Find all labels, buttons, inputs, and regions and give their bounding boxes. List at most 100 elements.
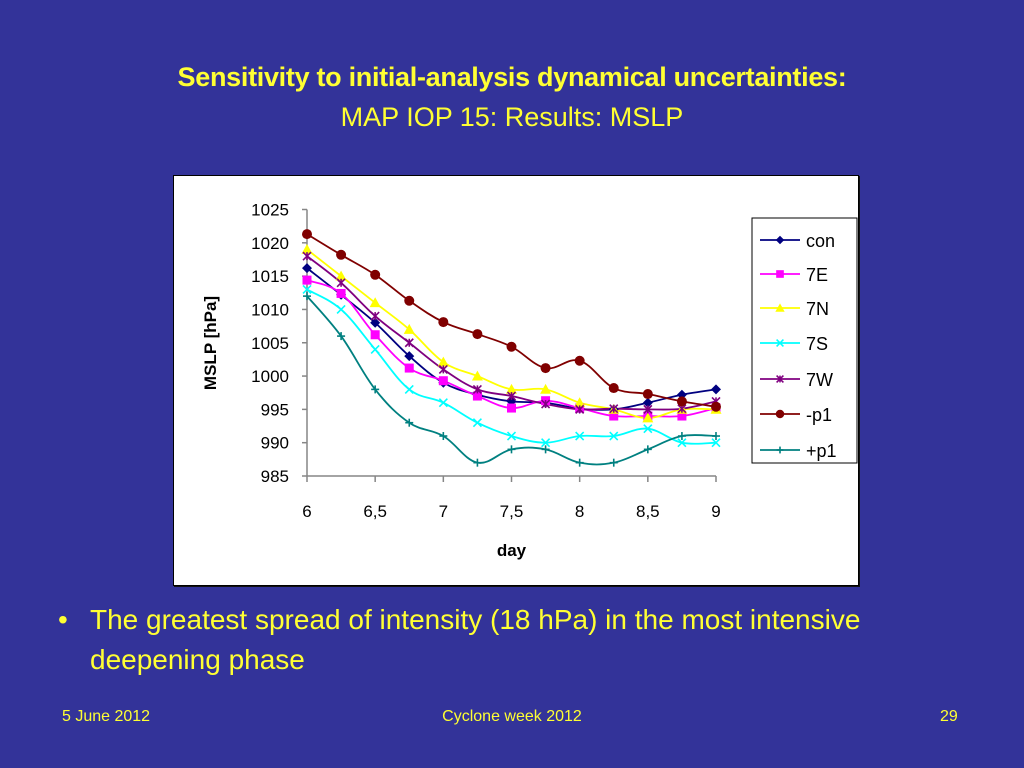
data-point-7W <box>404 338 414 348</box>
data-point--p1 <box>370 269 381 280</box>
data-point--p1 <box>438 317 449 328</box>
data-point-7S <box>472 418 482 428</box>
legend-box <box>751 217 858 464</box>
data-point-+p1 <box>439 432 448 441</box>
footer-date: 5 June 2012 <box>62 708 151 725</box>
data-point-7N <box>403 323 415 334</box>
data-point-con <box>642 397 653 408</box>
legend-item: con <box>760 231 835 251</box>
data-point-7E <box>302 275 312 285</box>
data-point-7E <box>507 403 516 413</box>
legend-item: -p1 <box>760 405 832 425</box>
data-point-7S <box>677 438 687 448</box>
data-point-7W <box>643 404 653 414</box>
data-point-con <box>302 263 312 274</box>
data-point-7S <box>609 431 619 441</box>
data-point-7N <box>471 370 483 381</box>
data-point-7S <box>302 284 312 295</box>
data-point--p1 <box>540 363 551 374</box>
data-point--p1 <box>336 249 347 260</box>
legend-marker-icon <box>776 375 784 383</box>
legend-label: -p1 <box>806 405 832 425</box>
legend-item: 7E <box>760 265 828 285</box>
data-point-7S <box>438 398 448 408</box>
legend-marker-icon <box>776 270 784 278</box>
x-tick-label: 8,5 <box>636 502 660 521</box>
data-point-7W <box>609 404 619 414</box>
data-point-con <box>711 384 721 395</box>
data-point--p1 <box>506 341 517 352</box>
legend-marker-icon <box>776 339 784 347</box>
x-tick-label: 7,5 <box>500 502 524 521</box>
y-tick-label: 995 <box>261 400 289 419</box>
legend-marker-icon <box>775 235 785 245</box>
data-point-+p1 <box>677 432 686 441</box>
y-tick-label: 1020 <box>251 234 289 253</box>
data-point-7S <box>336 304 346 315</box>
data-point--p1 <box>676 396 687 407</box>
data-point-7S <box>404 384 414 394</box>
legend-item: 7S <box>760 334 828 354</box>
y-tick-label: 990 <box>261 434 289 453</box>
data-point--p1 <box>472 329 483 340</box>
data-point-7S <box>506 431 517 441</box>
data-point--p1 <box>302 229 312 240</box>
legend-label: 7W <box>806 370 833 390</box>
data-point-+p1 <box>473 458 482 467</box>
y-tick-label: 1010 <box>251 300 289 319</box>
slide-title: Sensitivity to initial-analysis dynamica… <box>177 62 847 92</box>
data-point-7W <box>370 311 380 321</box>
data-point-+p1 <box>643 445 652 454</box>
data-point--p1 <box>642 389 653 400</box>
data-point-7W <box>506 391 517 401</box>
data-point-7W <box>541 399 551 409</box>
data-point-7W <box>336 278 346 288</box>
slide-number: 29 <box>940 708 958 725</box>
data-point-7N <box>301 243 313 254</box>
data-point-+p1 <box>541 445 550 454</box>
data-point-7W <box>438 364 448 374</box>
legend-marker-icon <box>775 409 785 419</box>
legend-label: +p1 <box>806 441 837 461</box>
x-tick-label: 8 <box>575 502 584 521</box>
data-point-+p1 <box>712 432 720 441</box>
footer-event: Cyclone week 2012 <box>442 708 582 725</box>
data-point-7E <box>609 411 619 421</box>
data-point-7N <box>540 383 552 394</box>
legend-item: +p1 <box>760 441 837 461</box>
data-point-+p1 <box>575 458 584 467</box>
data-point-con <box>370 317 381 328</box>
y-tick-label: 1000 <box>251 367 289 386</box>
data-point--p1 <box>404 295 415 306</box>
legend-label: 7S <box>806 334 828 354</box>
legend-label: 7N <box>806 299 829 319</box>
data-point-7S <box>643 424 653 434</box>
data-point-7N <box>437 356 449 367</box>
legend-marker-icon <box>776 446 784 454</box>
bullet-text: The greatest spread of intensity (18 hPa… <box>90 604 861 675</box>
data-point-7N <box>335 270 347 281</box>
legend-item: 7N <box>760 299 829 319</box>
data-point-7W <box>472 384 482 394</box>
legend-item: 7W <box>760 370 833 390</box>
legend-marker-icon <box>775 303 785 312</box>
y-tick-label: 1025 <box>251 201 289 220</box>
x-axis-label: day <box>497 541 527 560</box>
x-tick-label: 6 <box>302 502 311 521</box>
legend-label: 7E <box>806 265 828 285</box>
slide-subtitle: MAP IOP 15: Results: MSLP <box>340 102 684 132</box>
y-tick-label: 1005 <box>251 334 289 353</box>
data-point-7N <box>574 397 586 408</box>
data-point-7E <box>438 376 448 386</box>
data-point-7N <box>642 412 654 423</box>
data-point-7S <box>541 438 551 448</box>
bullet-icon: • <box>58 604 68 635</box>
series-line-+p1 <box>306 295 717 466</box>
data-point-+p1 <box>405 418 414 427</box>
data-point-+p1 <box>507 445 516 454</box>
data-point-+p1 <box>303 292 311 301</box>
series-line-7S <box>306 288 717 445</box>
x-tick-label: 6,5 <box>363 502 387 521</box>
data-point-7W <box>302 251 312 261</box>
